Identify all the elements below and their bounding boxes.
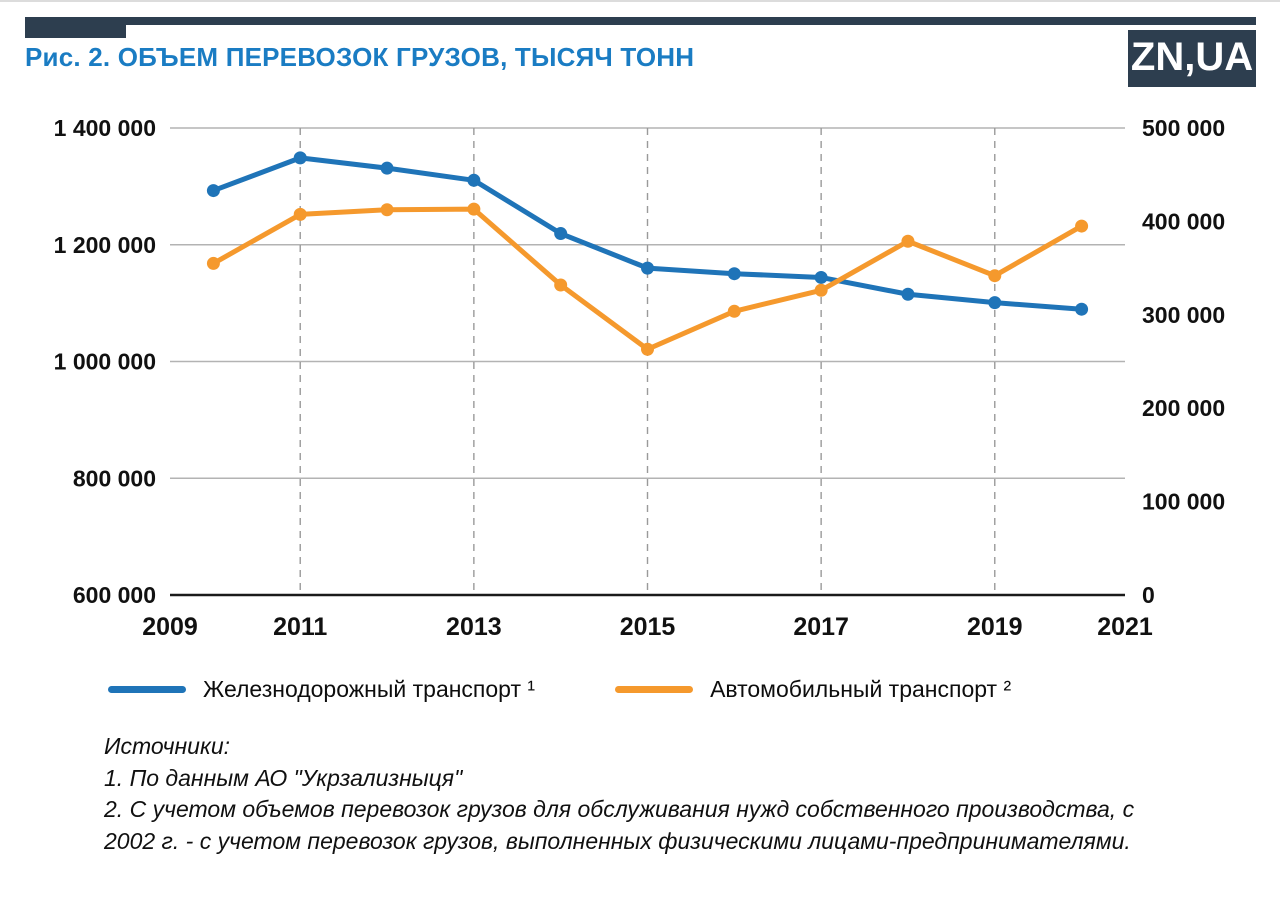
railway-line-swatch (108, 685, 186, 693)
svg-text:2013: 2013 (446, 613, 502, 641)
legend-label-auto: Автомобильный транспорт ² (710, 675, 1012, 702)
svg-text:2021: 2021 (1097, 613, 1153, 641)
svg-text:2019: 2019 (967, 613, 1023, 641)
page-top-edge (0, 0, 1280, 2)
svg-text:400 000: 400 000 (1142, 208, 1225, 234)
header-rule-accent (25, 25, 126, 38)
source-item-1: 1. По данным АО "Укрзализныця" (104, 764, 463, 791)
auto-line-swatch (615, 685, 694, 693)
svg-text:2015: 2015 (620, 613, 676, 641)
sources-heading: Источники: (104, 733, 231, 759)
chart-legend: Железнодорожный транспорт ¹ Автомобильны… (108, 672, 1011, 706)
svg-text:500 000: 500 000 (1142, 115, 1225, 141)
header-rule (25, 17, 1256, 25)
chart-area: 1 400 000 1 200 000 1 000 000 800 000 600 00… (0, 90, 1280, 660)
legend-label-railway: Железнодорожный транспорт ¹ (203, 675, 536, 702)
svg-text:0: 0 (1142, 582, 1155, 608)
legend-item-auto: Автомобильный транспорт ² (615, 672, 1011, 706)
source-item-2: 2. С учетом объемов перевозок грузов для… (104, 796, 1135, 854)
znua-logo: ZN,UA (1128, 30, 1256, 87)
svg-text:300 000: 300 000 (1142, 302, 1225, 328)
figure-title: Рис. 2. ОБЪЕМ ПЕРЕВОЗОК ГРУЗОВ, ТЫСЯЧ ТО… (25, 42, 695, 72)
svg-text:200 000: 200 000 (1142, 395, 1225, 421)
svg-text:600 000: 600 000 (73, 582, 156, 608)
sources-block: Источники: 1. По данным АО "Укрзализныця… (104, 731, 1184, 857)
svg-text:2011: 2011 (273, 613, 327, 641)
svg-text:2009: 2009 (142, 613, 198, 641)
line-chart: 1 400 000 1 200 000 1 000 000 800 000 600 00… (54, 115, 1225, 641)
svg-text:800 000: 800 000 (73, 465, 156, 491)
svg-text:1 200 000: 1 200 000 (54, 232, 156, 258)
svg-text:100 000: 100 000 (1142, 489, 1225, 515)
svg-text:1 000 000: 1 000 000 (54, 349, 156, 375)
legend-item-railway: Железнодорожный транспорт ¹ (108, 672, 535, 706)
svg-text:1 400 000: 1 400 000 (54, 115, 156, 141)
svg-text:2017: 2017 (793, 613, 849, 641)
